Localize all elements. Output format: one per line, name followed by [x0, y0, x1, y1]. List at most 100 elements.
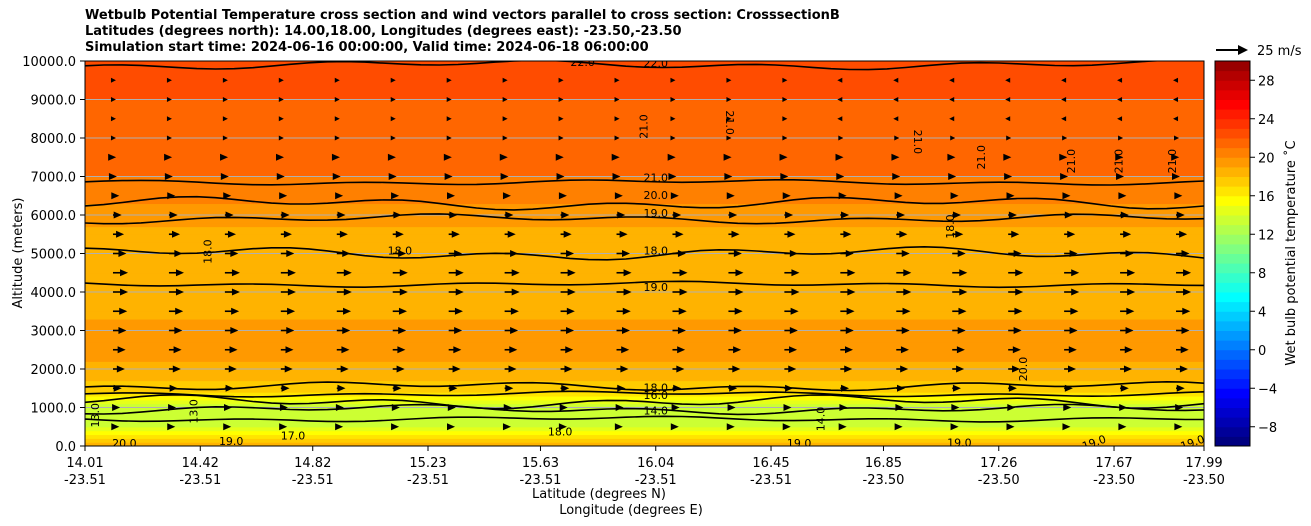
wind-vector — [893, 77, 899, 83]
wind-vector — [168, 327, 183, 334]
wind-arrowhead — [566, 327, 575, 334]
wind-vector — [391, 404, 400, 411]
wind-vector — [837, 97, 843, 102]
colorbar-band — [1215, 99, 1250, 110]
wind-arrowhead — [622, 307, 631, 315]
wind-vector — [896, 307, 911, 315]
wind-arrowhead — [614, 97, 620, 102]
wind-vector — [726, 423, 735, 431]
wind-vector — [392, 384, 402, 392]
colorbar-band — [1215, 176, 1250, 187]
wind-arrowhead — [670, 423, 679, 431]
wind-vector — [166, 135, 172, 141]
wind-vector — [560, 230, 572, 238]
wind-arrowhead — [284, 365, 293, 373]
wind-vector — [446, 97, 452, 102]
wind-arrowhead — [677, 250, 686, 257]
wind-vector — [784, 384, 794, 392]
wind-arrowhead — [957, 250, 966, 257]
wind-arrowhead — [838, 423, 847, 431]
wind-arrowhead — [733, 327, 742, 334]
wind-vector — [893, 116, 899, 122]
temperature-band — [85, 384, 1204, 389]
contour-label: 19.0 — [947, 436, 972, 449]
wind-arrowhead — [894, 192, 903, 200]
wind-vector — [336, 307, 352, 315]
wind-arrowhead — [956, 365, 965, 373]
wind-arrowhead — [896, 211, 905, 219]
wind-arrowhead — [393, 384, 402, 392]
wind-vector — [728, 365, 741, 373]
temperature-band — [85, 268, 1204, 274]
wind-arrowhead — [1006, 423, 1015, 431]
wind-arrowhead — [1011, 230, 1020, 238]
wind-vector — [336, 327, 351, 334]
x-tick-label-longitude: -23.51 — [179, 473, 221, 488]
wind-vector — [1064, 269, 1080, 277]
wind-arrowhead — [339, 230, 348, 238]
wind-vector — [447, 404, 456, 411]
wind-arrowhead — [169, 384, 178, 392]
temperature-band — [85, 376, 1204, 382]
wind-vector — [835, 153, 844, 161]
wind-vector — [726, 116, 732, 122]
temperature-band — [85, 365, 1204, 370]
wind-vector — [502, 97, 508, 102]
wind-vector — [783, 404, 792, 411]
wind-arrowhead — [230, 250, 239, 257]
wind-vector — [784, 250, 798, 257]
temperature-band — [85, 238, 1204, 243]
contour-label: 21.0 — [643, 171, 668, 184]
wind-vector — [1173, 97, 1179, 102]
wind-arrowhead — [947, 153, 956, 161]
contour-line — [85, 380, 1204, 392]
wind-arrowhead — [399, 269, 408, 277]
wind-vector — [1118, 135, 1124, 141]
wind-vector — [224, 288, 240, 296]
wind-vector — [336, 230, 348, 238]
wind-arrowhead — [343, 269, 352, 277]
wind-arrowhead — [337, 211, 346, 219]
temperature-band — [85, 315, 1204, 320]
wind-arrowhead — [565, 346, 574, 354]
wind-arrowhead — [1127, 269, 1136, 277]
wind-vector — [110, 135, 116, 141]
x-tick-label-longitude: -23.51 — [407, 473, 449, 488]
wind-arrowhead — [511, 288, 520, 296]
wind-vector — [949, 97, 955, 102]
wind-vector — [614, 77, 620, 83]
wind-arrowhead — [286, 327, 295, 334]
wind-arrowhead — [611, 153, 620, 161]
temperature-band — [85, 411, 1204, 416]
wind-arrowhead — [334, 77, 340, 83]
wind-arrowhead — [723, 153, 732, 161]
wind-vector — [1176, 307, 1191, 315]
wind-arrowhead — [843, 230, 852, 238]
colorbar-band — [1215, 61, 1250, 72]
wind-arrowhead — [726, 77, 732, 83]
wind-vector — [224, 346, 238, 354]
contour-label: 21.0 — [723, 110, 736, 135]
wind-arrowhead — [782, 77, 788, 83]
wind-arrowhead — [558, 116, 564, 122]
wind-arrowhead — [446, 135, 452, 141]
wind-arrowhead — [390, 135, 396, 141]
quiver-key-label: 25 m/s — [1257, 44, 1302, 59]
wind-arrowhead — [952, 384, 961, 392]
wind-arrowhead — [838, 192, 847, 200]
wind-arrowhead — [891, 153, 900, 161]
contour-label: 21.0 — [1113, 149, 1126, 174]
wind-vector — [840, 327, 854, 334]
wind-arrowhead — [446, 97, 452, 102]
wind-vector — [166, 116, 172, 122]
y-tick-label: 5000.0 — [31, 248, 77, 263]
wind-arrowhead — [1181, 250, 1190, 257]
wind-arrowhead — [1173, 77, 1179, 83]
temperature-band — [85, 230, 1204, 235]
wind-vector — [224, 230, 236, 238]
wind-arrowhead — [167, 192, 176, 200]
wind-vector — [840, 384, 850, 392]
wind-arrowhead — [388, 173, 397, 180]
wind-vector — [504, 346, 518, 354]
wind-vector — [836, 173, 845, 180]
